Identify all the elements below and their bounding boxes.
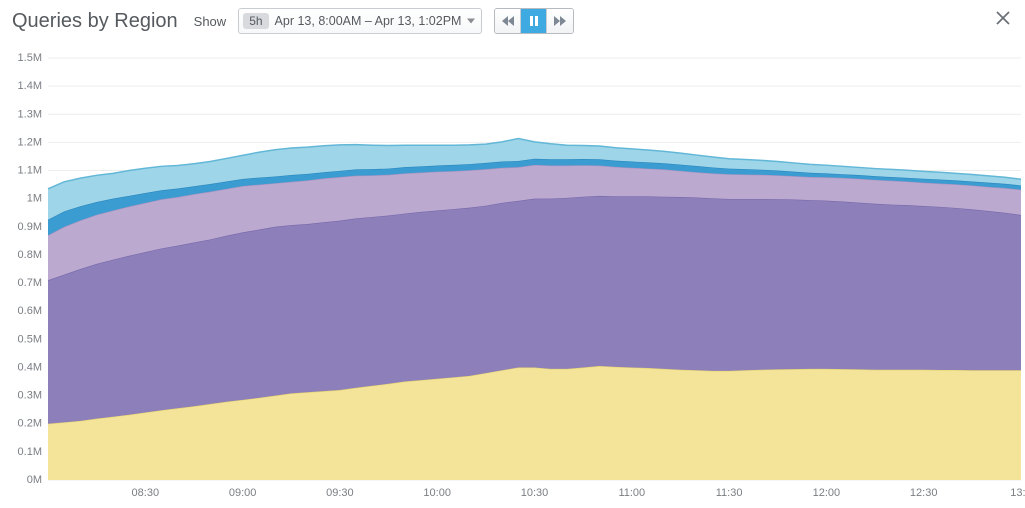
svg-text:10:00: 10:00 (423, 487, 451, 499)
rewind-icon (502, 16, 514, 26)
area-chart[interactable]: 0M 0.1M 0.2M 0.3M 0.4M 0.5M 0.6M 0.7M 0.8M 0.9M 1M… (0, 44, 1025, 508)
chart-title: Queries by Region (12, 10, 178, 33)
close-button[interactable] (995, 10, 1011, 31)
svg-text:1.2M: 1.2M (18, 136, 42, 148)
svg-text:1.1M: 1.1M (18, 165, 42, 177)
svg-text:09:30: 09:30 (326, 487, 354, 499)
close-icon (995, 10, 1011, 26)
forward-button[interactable] (547, 9, 573, 33)
svg-text:10:30: 10:30 (521, 487, 549, 499)
rewind-button[interactable] (495, 9, 521, 33)
show-label: Show (194, 14, 227, 29)
chevron-down-icon (467, 19, 475, 24)
time-range-dropdown[interactable]: 5h Apr 13, 8:00AM – Apr 13, 1:02PM (238, 8, 482, 34)
svg-text:0.2M: 0.2M (18, 418, 42, 430)
svg-text:09:00: 09:00 (229, 487, 257, 499)
forward-icon (554, 16, 566, 26)
svg-text:1.3M: 1.3M (18, 108, 42, 120)
svg-text:0.5M: 0.5M (18, 333, 42, 345)
svg-text:12:30: 12:30 (910, 487, 938, 499)
svg-text:0.6M: 0.6M (18, 305, 42, 317)
pause-icon (529, 16, 539, 26)
playback-controls (494, 8, 574, 34)
chart-header: Queries by Region Show 5h Apr 13, 8:00AM… (0, 0, 1025, 40)
svg-text:0.1M: 0.1M (18, 446, 42, 458)
svg-text:0.3M: 0.3M (18, 390, 42, 402)
svg-text:12:00: 12:00 (813, 487, 841, 499)
svg-text:08:30: 08:30 (132, 487, 160, 499)
svg-text:0.7M: 0.7M (18, 277, 42, 289)
svg-text:0.8M: 0.8M (18, 249, 42, 261)
svg-text:1M: 1M (27, 193, 42, 205)
svg-text:1.5M: 1.5M (18, 52, 42, 64)
range-text: Apr 13, 8:00AM – Apr 13, 1:02PM (275, 14, 462, 28)
svg-text:13:0: 13:0 (1010, 487, 1025, 499)
svg-text:0M: 0M (27, 474, 42, 486)
svg-text:11:00: 11:00 (618, 487, 645, 499)
range-duration-badge: 5h (243, 13, 268, 29)
svg-text:0.9M: 0.9M (18, 221, 42, 233)
svg-text:1.4M: 1.4M (18, 80, 42, 92)
chart-container: 0M 0.1M 0.2M 0.3M 0.4M 0.5M 0.6M 0.7M 0.8M 0.9M 1M… (0, 44, 1025, 508)
pause-button[interactable] (521, 9, 547, 33)
svg-text:0.4M: 0.4M (18, 361, 42, 373)
svg-text:11:30: 11:30 (716, 487, 743, 499)
